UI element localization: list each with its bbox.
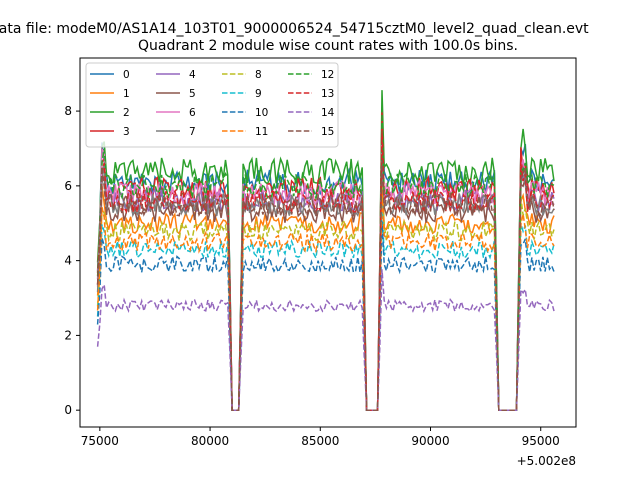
x-tick-label: 75000 bbox=[81, 434, 119, 448]
legend-label-9: 9 bbox=[255, 88, 262, 100]
legend-label-10: 10 bbox=[255, 107, 268, 119]
y-tick-label: 4 bbox=[64, 254, 72, 268]
legend-label-2: 2 bbox=[123, 107, 130, 119]
legend-label-11: 11 bbox=[255, 126, 268, 138]
x-offset-label: +5.002e8 bbox=[517, 454, 576, 468]
y-tick-label: 8 bbox=[64, 104, 72, 118]
series-line-12 bbox=[96, 114, 555, 411]
legend-label-5: 5 bbox=[189, 88, 196, 100]
legend-label-0: 0 bbox=[123, 69, 130, 81]
legend-label-13: 13 bbox=[321, 88, 334, 100]
chart-title: Quadrant 2 module wise count rates with … bbox=[138, 38, 518, 54]
suptitle: Data file: modeM0/AS1A14_103T01_90000065… bbox=[0, 21, 589, 37]
legend-label-8: 8 bbox=[255, 69, 262, 81]
x-tick-label: 85000 bbox=[301, 434, 339, 448]
x-tick-label: 80000 bbox=[191, 434, 229, 448]
series-line-14 bbox=[96, 269, 555, 411]
legend-label-14: 14 bbox=[321, 107, 335, 119]
x-tick-label: 90000 bbox=[411, 434, 449, 448]
series-line-10 bbox=[96, 221, 555, 411]
series-line-2 bbox=[96, 90, 555, 411]
y-tick-label: 2 bbox=[64, 328, 72, 342]
axes-frame bbox=[79, 57, 577, 428]
y-tick-label: 0 bbox=[64, 403, 72, 417]
legend-label-6: 6 bbox=[189, 107, 196, 119]
legend-label-3: 3 bbox=[123, 126, 130, 138]
y-tick-label: 6 bbox=[64, 179, 72, 193]
series-line-11 bbox=[96, 190, 555, 411]
legend-box bbox=[85, 62, 339, 148]
series-layer bbox=[96, 90, 555, 411]
x-axis: 75000 80000 85000 90000 95000 bbox=[81, 427, 560, 448]
legend-label-1: 1 bbox=[123, 88, 130, 100]
legend-label-4: 4 bbox=[189, 69, 196, 81]
legend-label-7: 7 bbox=[189, 126, 196, 138]
x-tick-label: 95000 bbox=[522, 434, 560, 448]
series-line-9 bbox=[96, 203, 555, 411]
series-line-15 bbox=[96, 160, 555, 411]
y-axis: 0 2 4 6 8 bbox=[64, 104, 80, 417]
legend-label-12: 12 bbox=[321, 69, 334, 81]
legend-label-15: 15 bbox=[321, 126, 334, 138]
